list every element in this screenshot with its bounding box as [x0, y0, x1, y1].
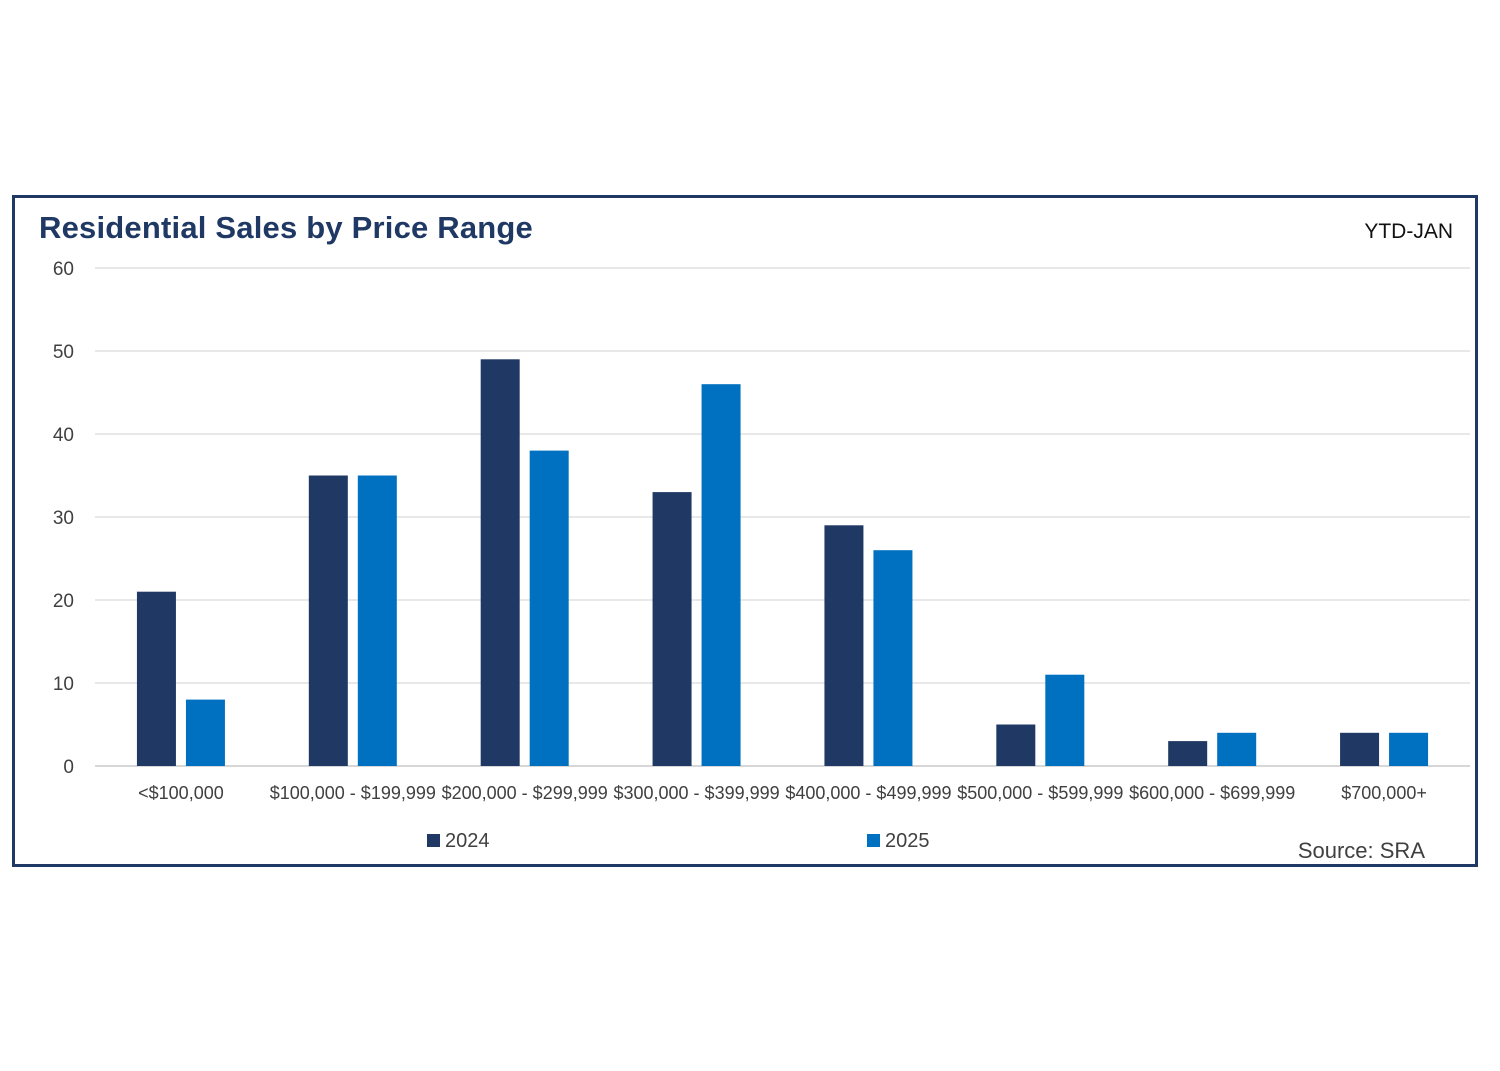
bar-2025 — [1389, 732, 1429, 766]
x-tick-label: $100,000 - $199,999 — [270, 783, 436, 803]
y-tick-label: 60 — [53, 259, 74, 280]
bar-2025 — [1045, 674, 1085, 766]
legend-label-2025: 2025 — [885, 830, 930, 852]
x-tick-label: <$100,000 — [138, 783, 224, 803]
y-tick-label: 10 — [53, 674, 74, 695]
bar-2025 — [873, 550, 913, 766]
chart-period-label: YTD-JAN — [1364, 220, 1453, 243]
y-tick-label: 0 — [63, 757, 74, 778]
bar-2024 — [652, 492, 692, 766]
bar-2024 — [480, 359, 520, 766]
bar-2024 — [824, 525, 864, 766]
bar-chart: 0 10 20 30 40 50 60 <$100,000 $100,000 - $199,9… — [53, 259, 1470, 852]
bar-2025 — [529, 450, 569, 766]
bar-2025 — [701, 384, 741, 766]
x-tick-label: $500,000 - $599,999 — [957, 783, 1123, 803]
bar-2025 — [185, 699, 225, 766]
bar-2024 — [136, 591, 176, 766]
legend-swatch-2024 — [427, 834, 440, 847]
x-tick-label: $400,000 - $499,999 — [785, 783, 951, 803]
bar-2024 — [1168, 741, 1208, 766]
x-tick-label: $700,000+ — [1341, 783, 1427, 803]
legend: 2024 2025 — [427, 830, 930, 852]
y-tick-label: 20 — [53, 591, 74, 612]
x-axis-labels: <$100,000 $100,000 - $199,999 $200,000 - $… — [138, 783, 1427, 803]
y-axis-ticks: 0 10 20 30 40 50 60 — [53, 259, 74, 778]
bar-2024 — [1340, 732, 1380, 766]
chart-title: Residential Sales by Price Range — [39, 210, 533, 245]
chart-frame: Residential Sales by Price Range YTD-JAN… — [12, 195, 1478, 867]
legend-label-2024: 2024 — [445, 830, 490, 852]
gridlines — [95, 267, 1470, 767]
bar-2025 — [1217, 732, 1257, 766]
chart-source: Source: SRA — [1297, 838, 1425, 863]
legend-swatch-2025 — [867, 834, 880, 847]
x-tick-label: $200,000 - $299,999 — [442, 783, 608, 803]
bar-2024 — [996, 724, 1036, 766]
y-tick-label: 50 — [53, 342, 74, 363]
x-tick-label: $300,000 - $399,999 — [613, 783, 779, 803]
y-tick-label: 30 — [53, 508, 74, 529]
bar-2025 — [357, 475, 397, 766]
y-tick-label: 40 — [53, 425, 74, 446]
x-tick-label: $600,000 - $699,999 — [1129, 783, 1295, 803]
bars — [136, 359, 1429, 766]
bar-2024 — [308, 475, 348, 766]
